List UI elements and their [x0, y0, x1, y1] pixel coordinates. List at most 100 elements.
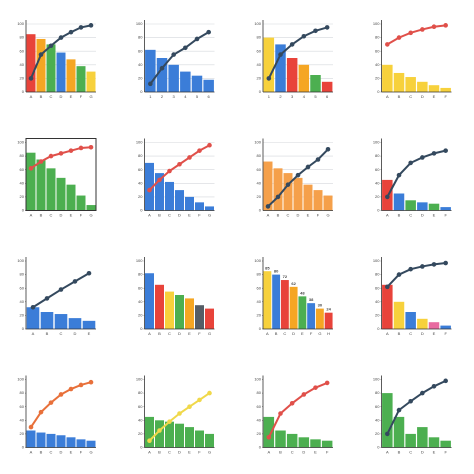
bar: [303, 184, 313, 211]
y-tick-label: 40: [257, 180, 262, 185]
line-marker: [48, 43, 54, 49]
line-marker: [177, 411, 182, 416]
y-tick-label: 20: [257, 75, 262, 80]
line-marker: [396, 35, 402, 40]
bar: [180, 71, 191, 92]
line-marker: [197, 148, 202, 153]
y-tick-label: 40: [375, 417, 380, 422]
line-marker: [38, 409, 44, 415]
x-tick-label: F: [444, 213, 447, 218]
x-tick-label: B: [277, 213, 280, 218]
bar: [54, 314, 68, 329]
x-tick-label: C: [50, 450, 53, 455]
x-tick-label: B: [40, 450, 43, 455]
bar: [66, 59, 76, 92]
x-tick-label: F: [80, 213, 83, 218]
line-marker: [86, 270, 92, 276]
y-tick-label: 60: [20, 167, 25, 172]
frame: [25, 138, 97, 211]
x-tick-label: D: [60, 213, 63, 218]
bar: [298, 296, 307, 329]
bar: [86, 440, 96, 448]
x-tick-label: E: [314, 450, 317, 455]
y-tick-label: 80: [257, 390, 262, 395]
bar: [286, 58, 298, 92]
y-tick-label: 100: [17, 140, 24, 145]
y-tick-label: 80: [138, 35, 143, 40]
line-marker: [197, 397, 202, 403]
bar: [440, 87, 451, 92]
y-tick-label: 60: [375, 285, 380, 290]
y-tick-label: 0: [140, 445, 143, 450]
x-tick-label: G: [89, 450, 92, 455]
bar: [68, 318, 82, 329]
y-tick-label: 40: [257, 299, 262, 304]
line-marker: [58, 35, 64, 40]
bar: [165, 421, 174, 448]
line-marker: [313, 28, 318, 34]
line-marker: [385, 431, 390, 437]
y-tick-label: 60: [375, 404, 380, 409]
bar: [86, 205, 96, 211]
line-marker: [420, 390, 425, 396]
y-tick-label: 80: [20, 272, 25, 277]
x-tick-label: A: [148, 213, 151, 218]
line: [386, 262, 446, 288]
y-tick-label: 40: [138, 417, 143, 422]
y-tick-label: 100: [136, 377, 143, 382]
y-tick-label: 100: [136, 258, 143, 263]
y-tick-label: 40: [375, 180, 380, 185]
y-tick-label: 60: [20, 48, 25, 53]
line-marker: [313, 385, 318, 390]
x-tick-label: D: [178, 213, 181, 218]
y-tick-label: 60: [375, 48, 380, 53]
x-tick-label: E: [301, 331, 304, 336]
line-marker: [88, 379, 94, 385]
y-tick-label: 60: [375, 167, 380, 172]
chart-icon: 0 20 40 60 80 100 A B C D E F: [373, 20, 452, 99]
bar: [405, 200, 416, 211]
y-tick-label: 20: [375, 312, 380, 317]
line: [386, 24, 446, 46]
x-tick-label: E: [88, 331, 91, 336]
y-tick-label: 0: [259, 445, 262, 450]
y-tick-label: 0: [140, 326, 143, 331]
bar: [46, 44, 56, 92]
bar: [175, 423, 184, 448]
y-tick-label: 100: [136, 140, 143, 145]
line-marker: [157, 428, 162, 433]
bar: [428, 322, 440, 329]
chart-icon: 0 20 40 60 80 100 A B C D E F: [373, 257, 452, 336]
chart-icon: 0 20 40 60 80 100 A B C D E F: [373, 375, 452, 455]
x-tick-label: 1: [149, 94, 152, 99]
bar: [263, 416, 275, 448]
bar: [185, 298, 194, 329]
bar: [428, 437, 440, 448]
line: [30, 381, 92, 428]
y-tick-label: 60: [20, 285, 25, 290]
line-marker: [408, 160, 413, 166]
line-marker: [30, 304, 36, 310]
y-tick-label: 100: [373, 377, 380, 382]
bar: [76, 66, 86, 92]
line-marker: [68, 148, 74, 153]
line-marker: [278, 411, 283, 416]
y-tick-label: 40: [138, 62, 143, 67]
line-marker: [38, 159, 44, 164]
line: [386, 149, 446, 198]
x-tick-label: 3: [291, 94, 294, 99]
line-marker: [408, 266, 413, 272]
bar: [321, 440, 333, 448]
bar: [175, 295, 184, 329]
bar: [440, 207, 451, 211]
line-marker: [48, 153, 54, 159]
x-tick-label: E: [433, 450, 436, 455]
y-tick-label: 60: [138, 167, 143, 172]
x-tick-label: D: [421, 94, 424, 99]
y-tick-label: 100: [136, 21, 143, 26]
data-label: 48: [300, 290, 305, 295]
x-tick-label: F: [198, 450, 201, 455]
bar: [298, 437, 310, 448]
bar: [273, 168, 283, 211]
y-tick-label: 0: [22, 326, 25, 331]
